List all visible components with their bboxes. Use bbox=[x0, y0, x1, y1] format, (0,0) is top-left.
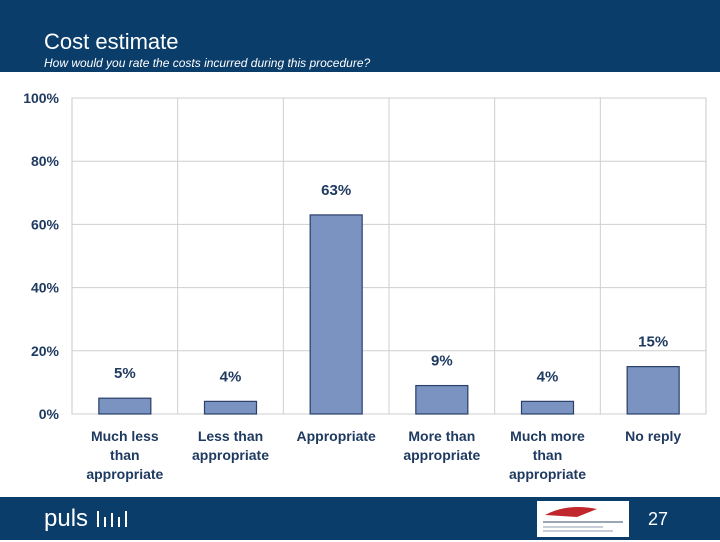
bar bbox=[203, 400, 258, 415]
x-tick-label: Appropriate bbox=[296, 428, 376, 444]
y-tick-label: 20% bbox=[31, 343, 60, 359]
y-tick-label: 100% bbox=[23, 90, 59, 106]
slide-subtitle: How would you rate the costs incurred du… bbox=[44, 56, 371, 70]
page-number: 27 bbox=[648, 509, 669, 529]
x-tick-label: than bbox=[110, 447, 140, 463]
data-label: 9% bbox=[431, 353, 453, 370]
y-tick-label: 40% bbox=[31, 280, 60, 296]
data-label: 4% bbox=[537, 368, 559, 385]
x-tick-label: Much less bbox=[91, 428, 159, 444]
x-tick-label: appropriate bbox=[509, 466, 586, 482]
x-tick-label: than bbox=[533, 447, 563, 463]
y-tick-label: 80% bbox=[31, 153, 60, 169]
y-tick-label: 0% bbox=[39, 406, 60, 422]
footer-bar: puls 27 bbox=[0, 497, 720, 540]
x-tick-label: No reply bbox=[625, 428, 681, 444]
bar bbox=[626, 366, 680, 415]
slide-title: Cost estimate bbox=[44, 29, 179, 54]
header-bar: Cost estimate How would you rate the cos… bbox=[0, 0, 720, 72]
bar bbox=[520, 400, 575, 415]
x-tick-label: appropriate bbox=[403, 447, 480, 463]
bar-chart: 0% 20% 40% 60% 80% 100% 5% Much less than appropr… bbox=[23, 90, 707, 482]
x-tick-label: More than bbox=[408, 428, 475, 444]
partner-logo bbox=[537, 501, 629, 537]
data-label: 63% bbox=[321, 182, 351, 199]
brand-logo: puls bbox=[44, 505, 89, 532]
x-tick-label: appropriate bbox=[86, 466, 163, 482]
x-tick-label: Much more bbox=[510, 428, 585, 444]
y-tick-label: 60% bbox=[31, 216, 60, 232]
data-label: 4% bbox=[220, 368, 242, 385]
brand-bars-icon bbox=[97, 511, 127, 527]
data-label: 15% bbox=[638, 334, 668, 351]
x-tick-label: Less than bbox=[198, 428, 263, 444]
bar bbox=[98, 397, 152, 415]
x-tick-label: appropriate bbox=[192, 447, 269, 463]
data-label: 5% bbox=[114, 365, 136, 382]
bar bbox=[309, 214, 363, 415]
bar bbox=[415, 384, 469, 415]
